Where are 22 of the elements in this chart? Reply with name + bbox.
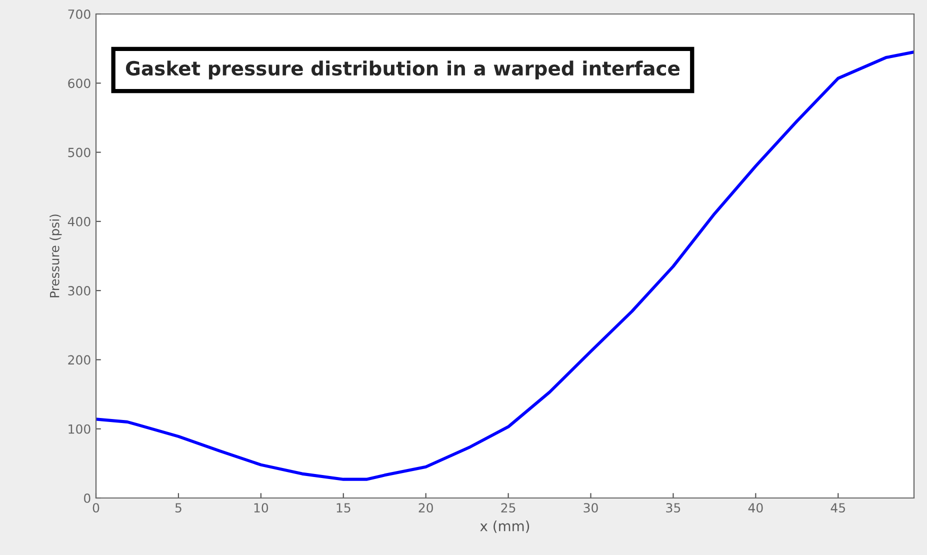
line-series [96, 50, 914, 481]
y-tick-label: 100 [68, 424, 90, 434]
x-tick-label: 40 [748, 503, 763, 513]
y-tick-label: 400 [68, 216, 90, 226]
x-tick-label: 25 [501, 503, 516, 513]
y-tick-label: 200 [68, 355, 90, 365]
x-tick-label: 20 [418, 503, 433, 513]
y-tick-label: 500 [68, 148, 90, 158]
x-axis-title: x (mm) [480, 520, 530, 533]
y-tick-label: 700 [68, 9, 90, 19]
y-tick-label: 300 [68, 286, 90, 296]
x-tick-label: 0 [92, 503, 100, 513]
x-tick-label: 30 [584, 503, 598, 513]
x-tick-label: 35 [666, 503, 680, 513]
y-tick-label: 0 [84, 493, 90, 503]
x-tick-label: 15 [336, 503, 350, 513]
y-tick-label: 600 [68, 78, 90, 88]
y-axis-title: Pressure (psi) [50, 214, 62, 298]
x-tick-label: 45 [830, 503, 845, 513]
text: Gasket pressure distribution in a warped interface [126, 60, 680, 80]
x-tick-label: 10 [254, 503, 268, 513]
x-tick-label: 5 [175, 503, 182, 513]
